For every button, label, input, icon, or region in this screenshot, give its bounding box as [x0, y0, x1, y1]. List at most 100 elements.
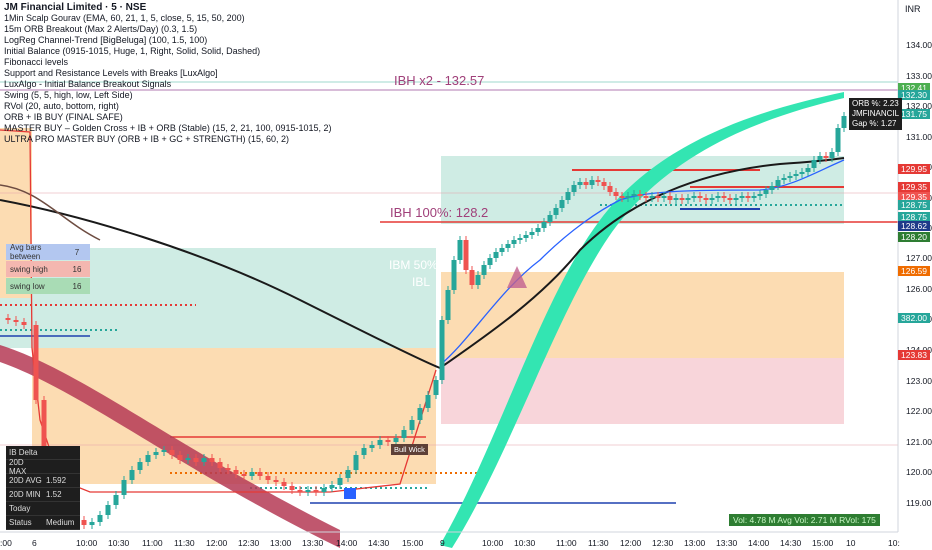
- candle-body: [553, 208, 559, 215]
- price-tag: 128.62: [898, 221, 930, 231]
- ib-row: IB Delta: [6, 446, 80, 460]
- candle-body: [643, 196, 649, 198]
- indicator-legend: JM Financial Limited · 5 · NSE 1Min Scal…: [4, 2, 332, 145]
- indicator-item[interactable]: ULTRA PRO MASTER BUY (ORB + IB + GC + ST…: [4, 134, 289, 144]
- candle-body: [329, 485, 335, 488]
- time-axis-label: 12:30: [652, 538, 674, 548]
- indicator-item[interactable]: Swing (5, 5, high, low, Left Side): [4, 90, 133, 100]
- time-axis-label: 10:: [888, 538, 900, 548]
- candle-body: [457, 240, 463, 260]
- time-axis-label: 13:00: [684, 538, 706, 548]
- time-axis-label: 6: [32, 538, 37, 548]
- symbol-title[interactable]: JM Financial Limited · 5 · NSE: [4, 2, 147, 13]
- candle-body: [667, 196, 673, 200]
- candle-body: [209, 458, 215, 462]
- candle-body: [805, 168, 811, 172]
- ibl-label: IBL: [412, 275, 431, 289]
- ib-delta-table: IB Delta 20D MAX 20D AVG 1.592 20D MIN 1.5…: [6, 446, 80, 530]
- candle-body: [655, 196, 661, 198]
- swing-stats-table: Avg bars between 7 swing high 16 swing l…: [6, 243, 90, 295]
- orb-info-box: ORB %: 2.23 JMFINANCIL Gap %: 1.27: [849, 98, 903, 130]
- ib-row-label: Today: [9, 504, 31, 513]
- candle-body: [225, 468, 231, 470]
- candle-body: [559, 200, 565, 208]
- buy-marker[interactable]: [344, 488, 356, 499]
- candle-body: [619, 196, 625, 198]
- indicator-item[interactable]: ORB + IB BUY (FINAL SAFE): [4, 112, 123, 122]
- candle-body: [529, 232, 535, 235]
- time-axis-label: 11:30: [588, 538, 609, 548]
- candle-body: [841, 116, 847, 128]
- price-axis-label: 127.00: [906, 253, 932, 263]
- orb-percent: ORB %: 2.23: [852, 99, 899, 108]
- price-axis-label: 122.00: [906, 406, 932, 416]
- candle-body: [679, 198, 685, 200]
- currency-unit: INR: [905, 4, 921, 14]
- candle-body: [661, 196, 667, 198]
- swing-row: swing low 16: [6, 278, 90, 294]
- candle-body: [41, 400, 47, 470]
- price-axis-label: 132.00: [906, 101, 932, 111]
- price-axis-label: 126.00: [906, 284, 932, 294]
- candle-body: [425, 395, 431, 408]
- candle-body: [313, 490, 319, 492]
- candle-body: [685, 198, 691, 200]
- indicator-item[interactable]: RVol (20, auto, bottom, right): [4, 101, 119, 111]
- price-tag: 128.75: [898, 212, 930, 222]
- price-tag: 131.75: [898, 109, 930, 119]
- time-axis-label: 14:30: [368, 538, 390, 548]
- time-axis-label: 15:00: [402, 538, 424, 548]
- candle-body: [745, 196, 751, 198]
- indicator-item[interactable]: Initial Balance (0915-1015, Huge, 1, Rig…: [4, 46, 261, 56]
- price-tag: 123.83: [898, 350, 930, 360]
- candle-body: [775, 180, 781, 186]
- indicator-item[interactable]: LogReg Channel-Trend [BigBeluga] (100, 1…: [4, 35, 208, 45]
- time-axis-label: 9: [440, 538, 445, 548]
- ib-row-value: 1.52: [46, 490, 62, 499]
- buy-signal-triangle[interactable]: [507, 266, 527, 288]
- indicator-item[interactable]: Fibonacci levels: [4, 57, 69, 67]
- candle-body: [353, 455, 359, 470]
- indicator-item[interactable]: 1Min Scalp Gourav (EMA, 60, 21, 1, 5, cl…: [4, 13, 245, 23]
- ib-row-value: Medium: [46, 518, 75, 527]
- candle-body: [145, 455, 151, 462]
- orb-symbol: JMFINANCIL: [852, 109, 900, 118]
- candle-body: [385, 440, 391, 442]
- time-axis-label: 13:00: [270, 538, 292, 548]
- candle-body: [129, 470, 135, 480]
- candle-body: [201, 458, 207, 462]
- indicator-item[interactable]: Support and Resistance Levels with Break…: [4, 68, 218, 78]
- candle-body: [417, 408, 423, 420]
- ibm-label: IBM 50%: [389, 258, 438, 272]
- candle-body: [781, 178, 787, 180]
- time-axis-label: 14:30: [780, 538, 802, 548]
- candle-body: [161, 450, 167, 452]
- candle-body: [649, 196, 655, 198]
- time-axis-label: 11:30: [174, 538, 195, 548]
- candle-body: [393, 438, 399, 442]
- indicator-item[interactable]: MASTER BUY – Golden Cross + IB + ORB (St…: [4, 123, 332, 133]
- ib-row: 20D MAX: [6, 458, 80, 476]
- rvol-box: Vol: 4.78 M Avg Vol: 2.71 M RVol: 175: [729, 514, 880, 526]
- candle-body: [153, 452, 159, 455]
- candle-body: [257, 472, 263, 476]
- candle-body: [121, 480, 127, 495]
- candle-body: [89, 522, 95, 525]
- candle-body: [377, 440, 383, 445]
- candle-body: [361, 448, 367, 455]
- candle-body: [273, 480, 279, 482]
- ib-row: 20D MIN 1.52: [6, 488, 80, 502]
- indicator-item[interactable]: 15m ORB Breakout (Max 2 Alerts/Day) (0.3…: [4, 24, 198, 34]
- indicator-item[interactable]: LuxAlgo - Initial Balance Breakout Signa…: [4, 79, 172, 89]
- candle-body: [409, 420, 415, 430]
- time-axis-label: 12:00: [620, 538, 642, 548]
- candle-body: [137, 462, 143, 470]
- candle-body: [113, 495, 119, 505]
- time-axis-label: 13:30: [716, 538, 738, 548]
- time-axis-label: 13:30: [302, 538, 324, 548]
- candle-body: [265, 476, 271, 480]
- candle-body: [625, 196, 631, 198]
- candle-body: [607, 186, 613, 192]
- candle-body: [499, 248, 505, 252]
